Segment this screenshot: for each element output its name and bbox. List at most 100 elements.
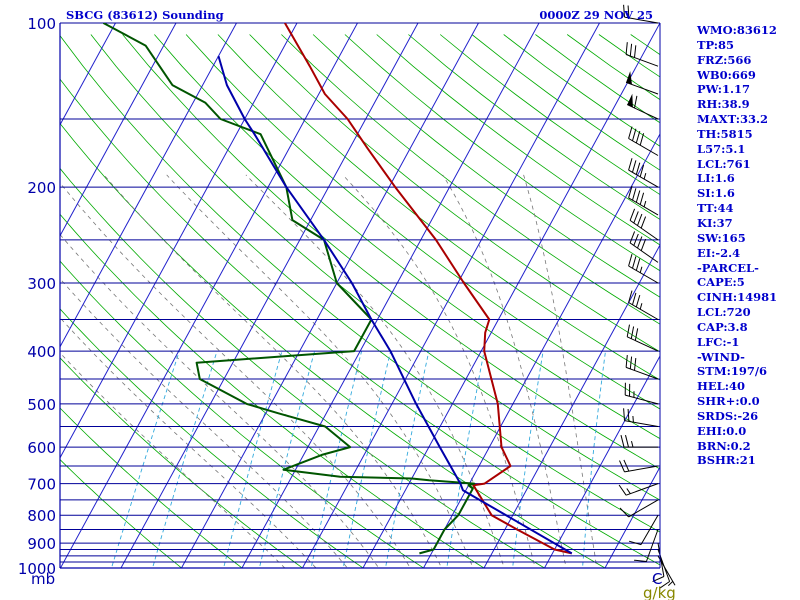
mixing-ratio-line xyxy=(582,351,606,568)
wind-barb-staff xyxy=(624,465,659,473)
mixing-ratio-line xyxy=(152,350,218,568)
moist-adiabat xyxy=(60,352,286,568)
wind-barb-flag xyxy=(628,158,633,171)
wind-barb-flag xyxy=(628,540,642,546)
index-item: EHI:0.0 xyxy=(697,423,747,438)
pressure-tick-label: 200 xyxy=(27,179,56,197)
wind-barb-flag xyxy=(628,290,633,303)
wind-barb-flag xyxy=(639,192,645,205)
wind-barb-staff xyxy=(625,483,659,496)
wind-barb xyxy=(634,529,659,562)
dry-adiabat xyxy=(312,34,660,298)
wind-barb xyxy=(628,185,659,216)
wind-barb xyxy=(629,208,659,241)
index-item: CAP:3.8 xyxy=(697,319,748,334)
wind-barb-flag xyxy=(640,238,647,251)
wind-barb-half-flag xyxy=(639,303,643,310)
isotherm xyxy=(543,354,660,568)
index-item: MAXT:33.2 xyxy=(697,112,768,127)
mixing-ratio-line xyxy=(512,351,544,568)
wind-barb xyxy=(628,514,659,546)
wind-barb xyxy=(626,324,659,352)
dry-adiabat xyxy=(122,34,660,470)
dry-adiabat xyxy=(185,34,660,410)
wind-barb-flag xyxy=(619,460,625,473)
wind-barb-flag xyxy=(628,253,633,267)
wind-barb-flag xyxy=(627,408,630,422)
index-item: SHR+:0.0 xyxy=(697,394,760,409)
moist-adiabat xyxy=(245,174,505,568)
wind-barb xyxy=(628,253,659,284)
wind-barb-half-flag xyxy=(667,581,674,587)
index-item: CAPE:5 xyxy=(697,275,745,290)
wind-barb-flag xyxy=(634,358,637,371)
wind-barb xyxy=(623,408,659,427)
station-title: SBCG (83612) Sounding xyxy=(66,8,224,22)
wind-barb-half-flag xyxy=(643,200,647,208)
index-item: CINH:14981 xyxy=(697,290,778,305)
dry-adiabat xyxy=(60,308,364,568)
wind-barb xyxy=(626,93,659,120)
dry-adiabat xyxy=(154,34,660,440)
pressure-tick-label: 700 xyxy=(27,476,56,494)
wind-barb-staff xyxy=(625,394,659,405)
moist-adiabat xyxy=(60,317,317,568)
dewpoint-line xyxy=(102,23,476,555)
index-item: TH:5815 xyxy=(697,126,753,141)
wind-barb-staff xyxy=(628,265,659,284)
index-item: LCL:761 xyxy=(697,156,751,171)
temp-end-label: C xyxy=(652,570,662,588)
isobars xyxy=(60,22,660,569)
moist-adiabat xyxy=(166,174,474,568)
moist-adiabat xyxy=(342,174,536,568)
isotherm xyxy=(60,23,359,568)
wind-barb-flag xyxy=(618,484,627,496)
dry-adiabat xyxy=(60,167,546,568)
wind-barb-flag xyxy=(634,45,637,58)
temperature-line xyxy=(284,23,573,555)
pressure-tick-label: 500 xyxy=(27,396,56,414)
wind-barb-flag xyxy=(637,236,643,249)
index-item: KI:37 xyxy=(697,215,733,230)
wind-barb-staff xyxy=(624,420,659,427)
wind-barb xyxy=(652,543,665,583)
pressure-tick-label: 600 xyxy=(27,439,56,457)
index-item: -PARCEL- xyxy=(697,260,759,275)
wind-barb-staff xyxy=(640,514,659,545)
wind-barb-flag xyxy=(628,126,633,139)
wind-barb-flag xyxy=(635,258,641,271)
wind-barb-flag xyxy=(639,164,645,177)
index-item: BSHR:21 xyxy=(697,453,756,468)
wind-barb-flag xyxy=(635,294,641,308)
wind-barb xyxy=(619,499,659,518)
wind-barb-half-flag xyxy=(632,415,634,423)
wind-barb-flag xyxy=(623,408,625,421)
index-item: HEL:40 xyxy=(697,379,745,394)
isotherm xyxy=(483,243,660,568)
wind-barb-flag xyxy=(632,128,637,141)
dry-adiabat xyxy=(60,459,183,568)
pressure-unit-label: mb xyxy=(31,570,55,588)
wind-barb-staff xyxy=(657,543,665,577)
indices-panel: WMO:83612 TP:85 FRZ:566 WB0:669 PW:1.17 RH:38… xyxy=(697,23,800,468)
mixing-ratio-line xyxy=(310,350,363,568)
index-item: LFC:-1 xyxy=(697,334,740,349)
wind-barb-half-flag xyxy=(643,172,647,180)
pressure-tick-label: 300 xyxy=(27,275,56,293)
wind-barb-flag xyxy=(633,211,639,224)
dry-adiabat xyxy=(217,34,660,381)
wind-barb-flag xyxy=(629,208,636,221)
pressure-tick-label: 400 xyxy=(27,343,56,361)
index-item: LCL:720 xyxy=(697,305,751,320)
mixing-ratio-unit-label: g/kg xyxy=(643,584,676,600)
isotherm xyxy=(60,23,238,348)
mixing-ratio-line xyxy=(223,350,283,568)
isotherm xyxy=(362,23,660,568)
dry-adiabat xyxy=(60,407,243,568)
index-item: SI:1.6 xyxy=(697,186,735,201)
wind-barb xyxy=(623,4,659,24)
wind-barb-flag xyxy=(620,434,625,448)
pressure-tick-label: 800 xyxy=(27,507,56,525)
wind-barb-flag xyxy=(627,5,630,18)
sounding-time: 0000Z 29 NOV 25 xyxy=(539,8,653,22)
